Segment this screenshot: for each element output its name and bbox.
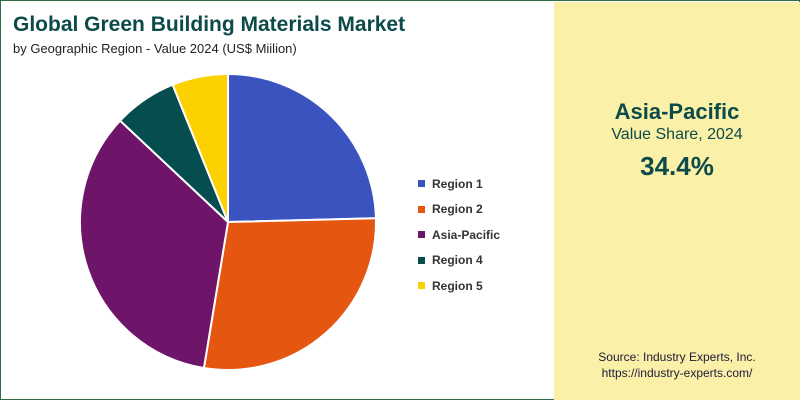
- legend-item-asia-pacific: Asia-Pacific: [418, 222, 500, 248]
- legend-swatch: [418, 231, 425, 239]
- legend-swatch: [418, 180, 425, 188]
- chart-legend: Region 1 Region 2 Asia-Pacific Region 4 Regi…: [418, 171, 500, 299]
- pie-chart: [79, 73, 377, 371]
- legend-item-region-5: Region 5: [418, 273, 500, 299]
- source-url: https://industry-experts.com/: [601, 366, 753, 380]
- legend-label: Region 5: [432, 278, 483, 293]
- chart-subtitle: by Geographic Region - Value 2024 (US$ M…: [13, 41, 297, 56]
- source-name: Source: Industry Experts, Inc.: [598, 350, 756, 364]
- legend-label: Region 1: [432, 176, 483, 191]
- legend-item-region-1: Region 1: [418, 171, 500, 197]
- pie-slice-region-2: [202, 217, 377, 371]
- legend-swatch: [418, 205, 425, 213]
- legend-label: Asia-Pacific: [432, 227, 501, 242]
- chart-title: Global Green Building Materials Market: [13, 13, 406, 36]
- highlight-region: Asia-Pacific: [614, 99, 740, 124]
- source-note: Source: Industry Experts, Inc. https://i…: [554, 349, 800, 381]
- highlight-value: 34.4%: [640, 151, 714, 181]
- legend-label: Region 2: [432, 202, 483, 217]
- legend-item-region-2: Region 2: [418, 197, 500, 223]
- pie-slice-region-5: [171, 73, 229, 223]
- legend-swatch: [418, 256, 425, 264]
- highlight-panel: Asia-Pacific Value Share, 2024 34.4% Sou…: [554, 2, 800, 400]
- legend-label: Region 4: [432, 253, 483, 268]
- legend-swatch: [418, 282, 425, 290]
- pie-slice-region-1: [227, 73, 377, 223]
- legend-item-region-4: Region 4: [418, 248, 500, 274]
- highlight-metric: Value Share, 2024: [611, 126, 743, 143]
- pie-slice-asia-pacific: [79, 119, 229, 370]
